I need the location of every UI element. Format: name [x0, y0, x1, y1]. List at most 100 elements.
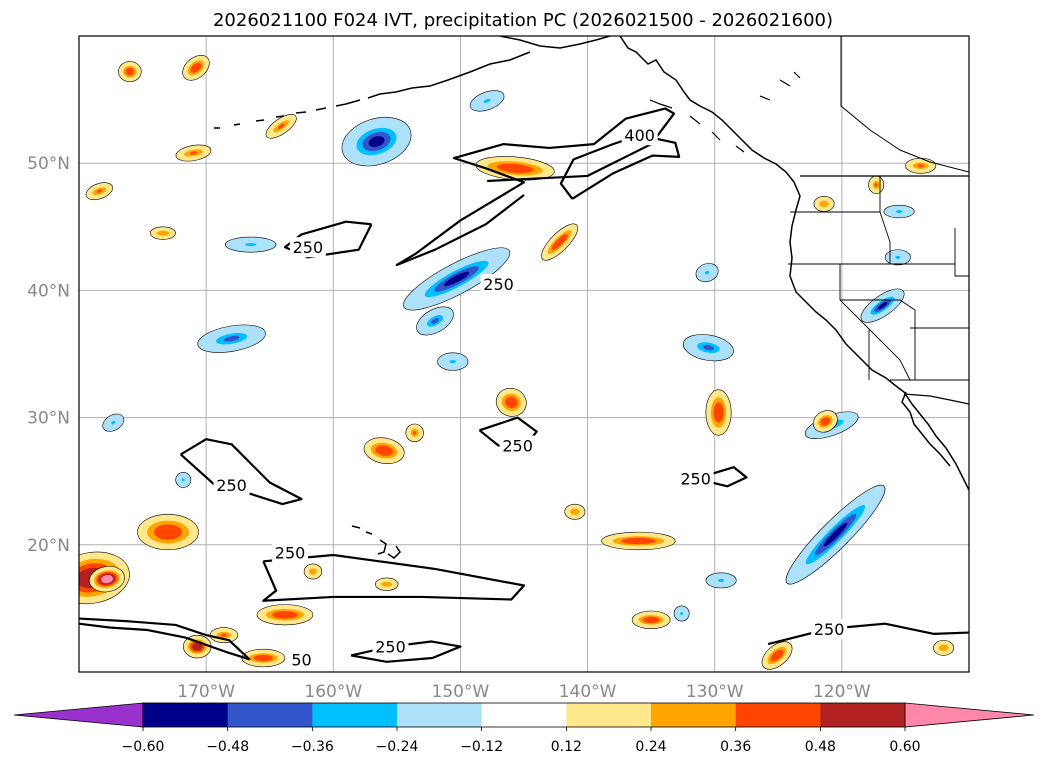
colorbar-label-9: 0.60 [889, 739, 920, 755]
precip-blob-19 [541, 223, 579, 261]
precip-level-2 [384, 582, 389, 586]
contour-label-1: 250 [293, 238, 324, 257]
precip-blob-23 [85, 182, 113, 201]
contour-label-bg-2 [480, 274, 517, 295]
ivt-contour-250-0 [395, 107, 676, 267]
alaska-coast-north [499, 36, 611, 49]
contour-label-bg-7 [372, 636, 409, 657]
precip-level-3 [430, 317, 440, 324]
ivt-contour-250-5 [695, 466, 748, 488]
precip-blob-35 [241, 648, 286, 668]
precip-level-2 [822, 202, 826, 206]
precip-blob-12 [705, 572, 737, 589]
contour-label-bg-1 [289, 237, 326, 258]
precip-level-3 [379, 448, 389, 454]
precip-level-2 [704, 270, 710, 275]
precip-blob-21 [118, 61, 142, 83]
alaska-canada-border [840, 36, 969, 173]
precip-blob-26 [363, 437, 405, 464]
precip-blob-34 [256, 604, 314, 626]
precip-blob-11 [175, 472, 192, 488]
precip-blob-16 [883, 204, 915, 219]
colorbar-segment-2 [312, 703, 398, 727]
precip-blob-3 [197, 324, 266, 353]
precip-blob-40 [761, 641, 793, 670]
baja-peninsula [901, 391, 951, 467]
bc-islands [649, 71, 801, 153]
contour-label-3: 250 [216, 476, 247, 495]
x-tick-label-3: 140°W [559, 682, 617, 702]
contour-label-bg-4 [499, 435, 536, 456]
precip-blob-0 [341, 116, 412, 167]
precip-level-2 [111, 420, 116, 425]
precip-level-2 [221, 633, 227, 637]
colorbar-label-3: −0.24 [376, 739, 419, 755]
precip-blob-43 [564, 503, 586, 520]
precip-level-3 [715, 407, 722, 418]
precip-blob-37 [209, 627, 239, 643]
precip-blob-6 [785, 484, 886, 585]
contour-label-2: 250 [483, 275, 514, 294]
precip-level-2 [895, 255, 901, 259]
precip-level-5 [103, 576, 111, 582]
colorbar-under-extension [13, 702, 144, 728]
precip-blob-10 [102, 413, 125, 432]
precip-blob-14 [695, 263, 719, 283]
colorbar-label-7: 0.36 [720, 739, 751, 755]
colorbar-label-1: −0.48 [206, 739, 249, 755]
precip-level-3 [773, 652, 781, 659]
x-tick-label-1: 160°W [304, 682, 362, 702]
precip-blob-30 [812, 410, 838, 433]
y-axis-tick-labels: 50°N 40°N 30°N 20°N [27, 154, 70, 556]
x-tick-label-5: 120°W [813, 682, 871, 702]
colorbar-frame [142, 702, 906, 728]
contour-label-bg-3 [213, 475, 250, 496]
precip-level-3 [822, 419, 828, 424]
precip-level-2 [874, 183, 878, 187]
ivt-contour-labels: 400 250 250 250 250 250 250 250 250 50 [213, 125, 848, 670]
precip-blob-22 [175, 144, 212, 162]
precip-level-3 [127, 69, 133, 74]
x-tick-label-4: 130°W [686, 682, 744, 702]
precip-blob-44 [813, 196, 835, 212]
contour-label-bg-0 [621, 125, 658, 146]
precip-level-2 [917, 164, 924, 168]
precip-level-3 [193, 65, 199, 71]
precip-blob-20 [182, 55, 210, 81]
precip-level-2 [680, 611, 684, 615]
colorbar-over-extension [904, 702, 1035, 728]
precip-blob-4 [682, 334, 734, 362]
precip-level-3 [629, 539, 648, 543]
precip-level-3 [555, 238, 564, 247]
us-state-borders [788, 176, 969, 381]
mexico-border [903, 393, 969, 405]
contour-label-bg-8 [811, 618, 848, 639]
colorbar-segment-3 [397, 703, 483, 727]
precipitation-pc-field [79, 55, 954, 670]
precip-level-2 [895, 210, 903, 214]
precip-level-2 [449, 360, 456, 364]
precip-blob-46 [933, 639, 954, 656]
precip-blob-28 [495, 387, 527, 417]
precip-level-2 [96, 189, 103, 193]
precip-blob-2 [416, 306, 454, 336]
precip-blob-8 [224, 236, 277, 253]
ivt-contour-250-6 [262, 553, 526, 602]
colorbar-label-6: 0.24 [635, 739, 666, 755]
precip-level-2 [572, 510, 577, 514]
precip-blob-24 [265, 114, 297, 139]
precip-level-4 [443, 271, 470, 287]
contour-label-bg-5 [677, 468, 714, 489]
precip-level-4 [877, 302, 888, 310]
precip-level-3 [258, 656, 269, 660]
colorbar-segment-4 [481, 703, 567, 727]
contour-label-bg-9 [288, 649, 315, 670]
contour-label-7: 250 [375, 638, 406, 657]
contour-label-4: 250 [502, 437, 533, 456]
alaska-peninsula [367, 51, 531, 99]
precip-level-3 [505, 165, 525, 171]
contour-label-bg-6 [272, 542, 309, 563]
map-plot-area: 400 250 250 250 250 250 250 250 250 50 [79, 36, 969, 672]
y-tick-label-0: 50°N [27, 154, 70, 174]
precip-blob-13 [673, 605, 690, 622]
